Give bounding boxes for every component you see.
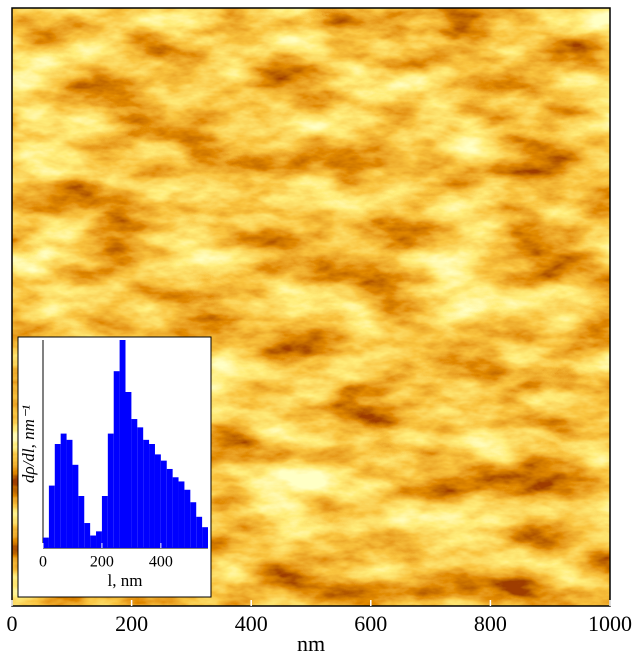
histogram-bar [125, 392, 132, 548]
histogram-bar [178, 481, 185, 548]
histogram-bar [154, 454, 161, 548]
histogram-bar [166, 468, 173, 548]
x-tick-label: 400 [235, 611, 268, 636]
inset-x-tick-label: 400 [149, 554, 173, 571]
histogram-bar [202, 527, 208, 548]
histogram-bar [84, 523, 91, 548]
x-tick-label: 800 [474, 611, 507, 636]
histogram-bar [107, 433, 114, 548]
histogram-bar [78, 496, 85, 548]
histogram-bar [113, 371, 120, 548]
histogram-bar [184, 489, 191, 548]
histogram-bar [143, 439, 150, 548]
histogram-bar [43, 537, 49, 548]
x-axis-label: nm [297, 631, 325, 655]
histogram-bar [190, 502, 197, 548]
histogram-bar [90, 535, 97, 548]
histogram-bar [72, 464, 79, 548]
histogram-bar [137, 427, 144, 548]
x-tick-label: 200 [115, 611, 148, 636]
inset-x-tick-label: 200 [90, 554, 114, 571]
histogram-bar [149, 444, 155, 548]
inset-x-tick-label: 0 [39, 554, 47, 571]
histogram-bar [119, 340, 126, 548]
histogram-bar [160, 460, 167, 548]
image-frame [11, 7, 611, 607]
histogram-bar [60, 433, 67, 548]
x-tick-label: 600 [354, 611, 387, 636]
histogram-bar [196, 516, 203, 548]
histogram-bar [54, 444, 61, 548]
x-tick-label: 1000 [588, 611, 632, 636]
inset-y-label: dρ/dl, nm⁻¹ [19, 405, 38, 483]
x-tick-label: 0 [7, 611, 18, 636]
histogram-bar [96, 531, 102, 548]
histogram-bar [131, 419, 138, 548]
histogram-bar [172, 477, 179, 548]
histogram-bar [101, 496, 108, 548]
inset-x-label: l, nm [108, 571, 143, 590]
histogram-bar [48, 485, 55, 548]
histogram-bar [66, 439, 73, 548]
